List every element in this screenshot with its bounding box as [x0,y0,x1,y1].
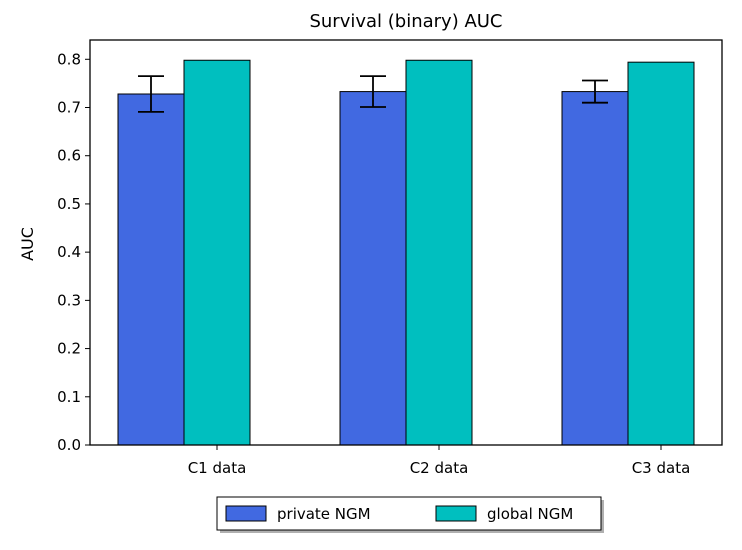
x-tick-label: C2 data [410,459,469,477]
legend-label: global NGM [487,505,573,523]
x-tick-label: C3 data [632,459,691,477]
bar-private-ngm-c2-data [339,91,407,446]
y-tick-label: 0.4 [57,243,81,261]
x-tick-label: C1 data [188,459,247,477]
legend: private NGM global NGM [216,496,604,533]
bar-global-ngm-c2-data [405,59,473,446]
error-bars [138,75,608,113]
bar-global-ngm-c1-data [183,59,251,446]
chart-title: Survival (binary) AUC [309,11,502,32]
bar-private-ngm-c1-data [117,93,185,446]
y-tick-label: 0.1 [57,388,81,406]
legend-box [216,496,602,531]
y-tick-label: 0.7 [57,99,81,117]
bar-global-ngm-c3-data [627,61,695,446]
legend-swatch [435,505,477,522]
y-axis-ticks: 0.0 0.1 0.2 0.3 0.4 0.5 0.6 0.7 0.8 [57,50,90,454]
y-tick-label: 0.6 [57,147,81,165]
x-axis-ticks: C1 data C2 data C3 data [188,445,691,477]
y-axis-label: AUC [18,227,37,261]
bars [117,59,695,446]
y-tick-label: 0.8 [57,50,81,68]
legend-swatch [225,505,267,522]
plot-frame [89,39,723,446]
legend-label: private NGM [277,505,371,523]
y-tick-label: 0.0 [57,436,81,454]
y-tick-label: 0.3 [57,291,81,309]
y-tick-label: 0.5 [57,195,81,213]
y-tick-label: 0.2 [57,340,81,358]
bar-private-ngm-c3-data [561,91,629,446]
